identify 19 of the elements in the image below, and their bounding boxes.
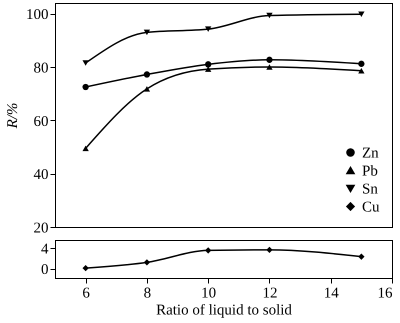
legend-label: Sn <box>362 182 378 198</box>
x-tick-label: 8 <box>144 286 152 302</box>
x-axis-title: Ratio of liquid to solid <box>156 302 292 318</box>
x-tick-label: 10 <box>201 286 216 302</box>
x-tick-label: 14 <box>324 286 340 302</box>
y-tick-label: 20 <box>34 220 48 236</box>
y-tick-label: 80 <box>34 60 48 76</box>
y-tick-label: 100 <box>26 7 48 24</box>
x-tick-label: 16 <box>378 286 393 302</box>
legend-label: Pb <box>362 164 378 180</box>
y-tick-label: 40 <box>34 167 48 184</box>
y-axis-title: R/% <box>5 102 21 130</box>
x-tick-label: 6 <box>82 286 90 302</box>
y-tick-label: 4 <box>41 241 49 258</box>
text: Cu <box>362 200 380 216</box>
legend-label: Zn <box>362 146 380 162</box>
x-tick-label: 12 <box>262 286 278 302</box>
y-tick-label: 60 <box>34 114 48 130</box>
y-tick-label: 0 <box>41 262 48 278</box>
